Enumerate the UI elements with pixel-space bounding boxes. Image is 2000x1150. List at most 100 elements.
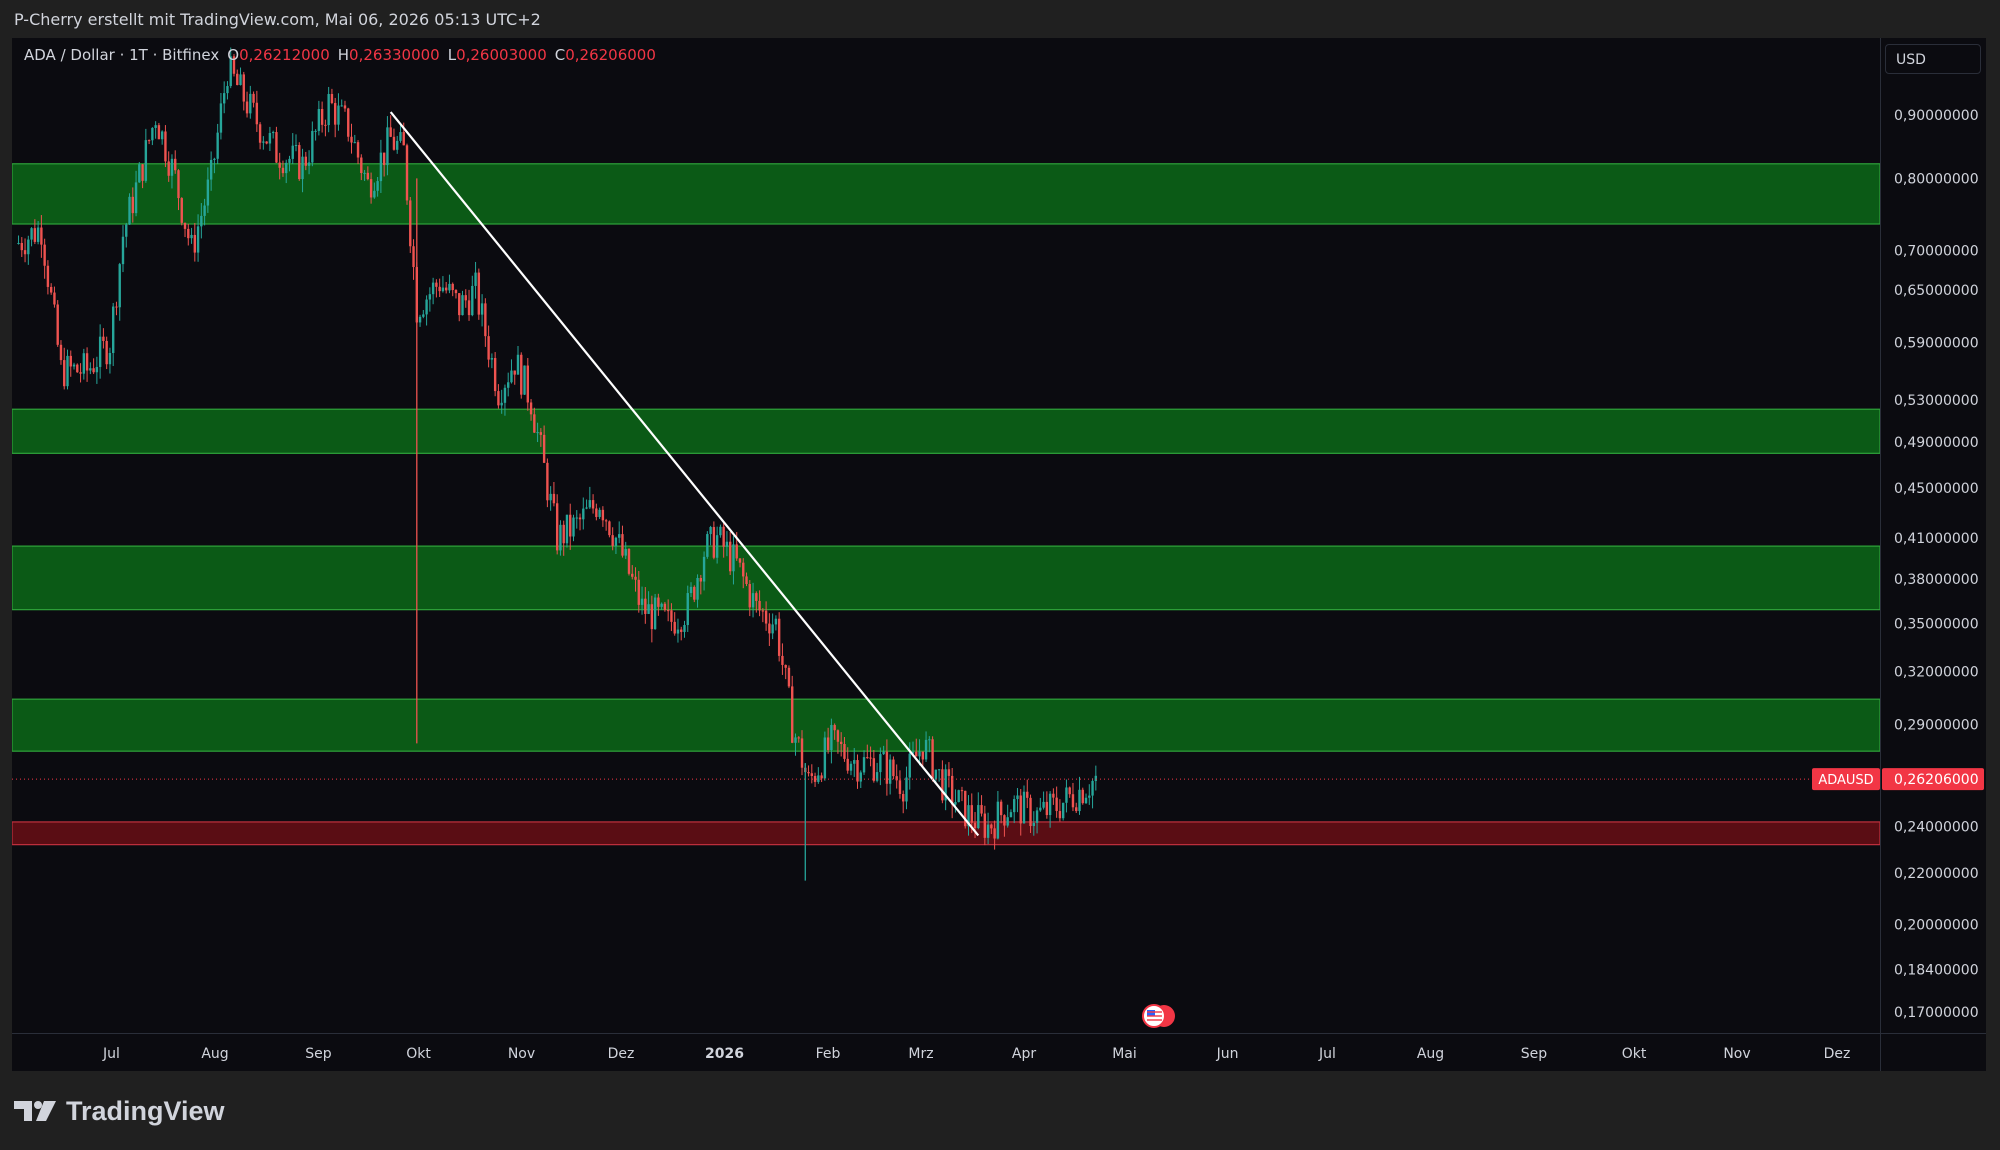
candle bbox=[147, 139, 151, 145]
candle-body bbox=[255, 102, 259, 125]
candle-body bbox=[680, 629, 683, 632]
candle-body bbox=[807, 772, 810, 774]
candle-body bbox=[441, 287, 445, 292]
candle-body bbox=[69, 355, 72, 367]
candle bbox=[745, 572, 748, 587]
candle-body bbox=[888, 759, 892, 784]
candle bbox=[751, 582, 755, 618]
candle-body bbox=[422, 314, 425, 317]
candle-body bbox=[872, 758, 876, 781]
candle bbox=[555, 494, 559, 555]
candle bbox=[937, 768, 941, 782]
candle bbox=[131, 187, 134, 223]
candle-body bbox=[76, 364, 79, 373]
candle bbox=[549, 486, 552, 511]
candle bbox=[343, 100, 347, 112]
candle-body bbox=[298, 145, 301, 180]
candle-body bbox=[931, 739, 934, 780]
candle-body bbox=[232, 56, 236, 74]
candle bbox=[791, 675, 794, 744]
candle-body bbox=[314, 130, 317, 132]
candle bbox=[242, 71, 245, 111]
candle-body bbox=[542, 434, 546, 463]
candle bbox=[102, 328, 105, 349]
candle bbox=[366, 166, 370, 181]
candle-body bbox=[288, 158, 291, 163]
price-chart[interactable]: 0,90000000 0,80000000 0,70000000 0,65000000… bbox=[12, 38, 1986, 1071]
currency-button[interactable]: USD bbox=[1885, 44, 1981, 74]
candle-body bbox=[333, 103, 337, 125]
candle bbox=[298, 142, 301, 181]
candle-body bbox=[578, 517, 582, 520]
candle-body bbox=[1022, 791, 1026, 824]
candle-body bbox=[715, 535, 719, 558]
candle bbox=[405, 143, 409, 205]
candle-body bbox=[676, 629, 680, 634]
candle-body bbox=[382, 152, 386, 166]
candle-body bbox=[190, 234, 193, 239]
candle-body bbox=[203, 205, 206, 216]
candle bbox=[23, 238, 27, 263]
candle bbox=[1055, 786, 1058, 818]
candle bbox=[500, 389, 503, 414]
time-tick-label: Mai bbox=[1112, 1046, 1137, 1062]
candle bbox=[154, 121, 157, 139]
candle bbox=[836, 729, 840, 754]
candle bbox=[121, 225, 125, 273]
candle-body bbox=[503, 387, 507, 403]
candle-body bbox=[967, 805, 970, 827]
candle-body bbox=[497, 391, 500, 406]
candle bbox=[53, 286, 56, 308]
candle-body bbox=[647, 604, 650, 614]
candle-body bbox=[396, 140, 399, 150]
ohlc-legend: ADA / Dollar · 1T · Bitfinex O0,26212000 H… bbox=[24, 46, 656, 64]
candle-body bbox=[360, 157, 363, 174]
candle-body bbox=[774, 618, 778, 625]
candle bbox=[206, 167, 210, 213]
candle-body bbox=[950, 775, 954, 805]
candle-body bbox=[174, 158, 177, 171]
candle bbox=[112, 302, 115, 367]
candle bbox=[151, 127, 154, 146]
candle bbox=[875, 762, 879, 783]
candle bbox=[307, 150, 311, 175]
candle bbox=[559, 520, 562, 556]
candle bbox=[239, 67, 242, 86]
candle bbox=[660, 602, 663, 610]
candle bbox=[125, 222, 128, 248]
chart-area[interactable]: 0,90000000 0,80000000 0,70000000 0,65000000… bbox=[12, 38, 1986, 1071]
candle-body bbox=[709, 527, 712, 535]
candle-body bbox=[157, 125, 161, 140]
candle-body bbox=[768, 623, 771, 634]
candle bbox=[213, 157, 216, 174]
candle bbox=[918, 739, 921, 766]
candle-body bbox=[249, 93, 252, 114]
candle bbox=[422, 310, 425, 319]
candle bbox=[409, 196, 412, 253]
candle bbox=[477, 268, 481, 320]
candle bbox=[595, 503, 598, 521]
candle bbox=[20, 237, 23, 257]
candle bbox=[598, 507, 601, 519]
candle bbox=[340, 99, 343, 107]
tradingview-logo[interactable]: TradingView bbox=[14, 1096, 225, 1126]
candle bbox=[373, 182, 376, 199]
candle-body bbox=[771, 624, 774, 634]
candle bbox=[663, 601, 667, 612]
candle-body bbox=[213, 158, 216, 160]
candle-body bbox=[644, 598, 647, 614]
candle bbox=[947, 762, 951, 788]
candle bbox=[618, 521, 621, 544]
candle-body bbox=[608, 521, 611, 536]
candle-body bbox=[572, 517, 575, 537]
candle-body bbox=[373, 190, 376, 198]
candle bbox=[673, 612, 676, 636]
candle-body bbox=[817, 775, 820, 782]
candle bbox=[252, 91, 255, 108]
candle bbox=[187, 223, 190, 246]
candle bbox=[657, 593, 660, 616]
candle bbox=[255, 90, 259, 132]
symbol-tag-bg bbox=[1812, 768, 1880, 791]
candle bbox=[1029, 794, 1032, 833]
candle bbox=[72, 362, 76, 370]
